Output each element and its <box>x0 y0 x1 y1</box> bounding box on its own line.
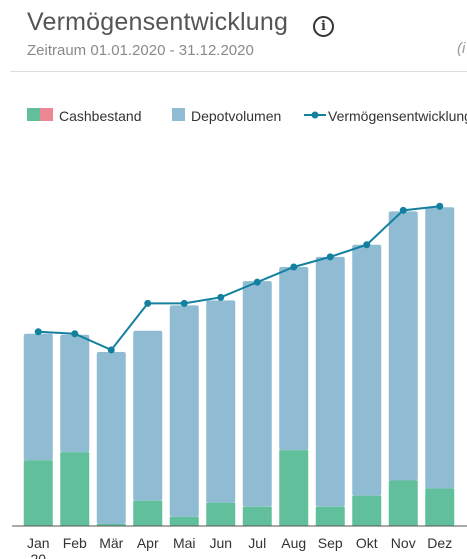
wealth-point <box>399 206 407 214</box>
wealth-point <box>180 299 188 307</box>
x-tick-label: Sep <box>318 535 343 551</box>
corner-info-icon[interactable]: (i <box>457 40 466 57</box>
depot-bar <box>242 281 272 507</box>
info-icon[interactable]: i <box>313 16 334 37</box>
x-tick-label: 20 <box>30 551 46 559</box>
wealth-point <box>253 278 261 286</box>
line-swatch <box>304 111 326 119</box>
x-tick-label: Apr <box>137 535 159 551</box>
cash-bar <box>96 523 126 526</box>
depot-bar <box>315 256 345 507</box>
cash-bar <box>315 506 345 526</box>
cash-bar <box>425 488 455 526</box>
cash-bar <box>60 452 90 526</box>
cash-bar <box>23 460 53 526</box>
depot-bar <box>169 305 199 517</box>
x-tick-label: Mai <box>173 535 196 551</box>
x-tick-label: Feb <box>63 535 87 551</box>
wealth-point <box>326 253 334 261</box>
wealth-point <box>363 241 371 249</box>
depot-swatch <box>172 108 185 121</box>
x-tick-label: Mär <box>99 535 123 551</box>
cash-bar <box>133 500 163 526</box>
x-tick-label: Jan <box>27 535 50 551</box>
cash-bar <box>388 480 418 526</box>
x-tick-label: Jul <box>248 535 266 551</box>
depot-bar <box>388 211 418 481</box>
header-divider <box>10 71 467 72</box>
depot-bar <box>425 207 455 489</box>
depot-bar <box>206 300 236 503</box>
page-title: Vermögensentwicklung <box>27 8 289 36</box>
wealth-line <box>38 205 440 352</box>
legend-label-depot: Depotvolumen <box>191 108 282 124</box>
cash-bar <box>242 506 272 526</box>
cash-bar <box>169 516 199 526</box>
depot-bar <box>60 334 90 453</box>
depot-bar <box>96 351 126 524</box>
cash-bar <box>352 495 382 526</box>
depot-bar <box>133 330 163 501</box>
legend-label-total: Vermögensentwicklung <box>328 108 467 124</box>
x-tick-label: Aug <box>281 535 306 551</box>
depot-bar <box>352 244 382 496</box>
period-subtitle: Zeitraum 01.01.2020 - 31.12.2020 <box>27 42 254 59</box>
x-tick-label: Nov <box>391 535 416 551</box>
wealth-point <box>34 328 42 336</box>
legend-label-cash: Cashbestand <box>59 108 142 124</box>
wealth-point <box>144 299 152 307</box>
x-tick-label: Okt <box>356 535 378 551</box>
cash-positive-swatch <box>27 108 40 121</box>
depot-bar <box>23 333 53 461</box>
wealth-point <box>217 293 225 301</box>
x-tick-label: Dez <box>427 535 452 551</box>
wealth-point <box>71 330 79 338</box>
cash-bar <box>279 450 309 526</box>
wealth-point <box>290 263 298 271</box>
x-tick-label: Jun <box>209 535 232 551</box>
wealth-point <box>436 202 444 210</box>
cash-negative-swatch <box>40 108 53 121</box>
wealth-point <box>107 346 115 354</box>
cash-bar <box>206 502 236 526</box>
depot-bar <box>279 266 309 451</box>
